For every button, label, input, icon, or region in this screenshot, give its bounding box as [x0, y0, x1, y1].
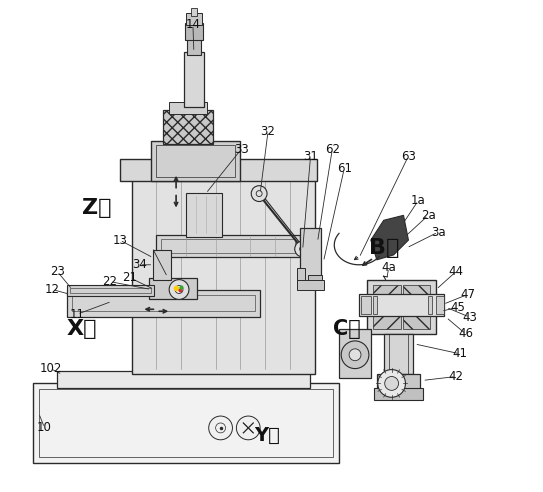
- Text: 61: 61: [337, 162, 352, 175]
- Bar: [156, 235, 300, 257]
- Bar: [72, 295, 255, 311]
- Bar: [161, 239, 295, 253]
- Bar: [300, 228, 321, 282]
- Bar: [339, 329, 371, 378]
- Bar: [428, 296, 432, 314]
- Text: C轴: C轴: [333, 319, 361, 339]
- Bar: [58, 370, 310, 388]
- Text: 22: 22: [102, 275, 117, 288]
- Bar: [296, 279, 324, 289]
- Bar: [153, 250, 171, 279]
- Circle shape: [236, 416, 260, 440]
- Text: 3a: 3a: [431, 226, 445, 239]
- Bar: [402, 284, 430, 329]
- Circle shape: [169, 279, 189, 300]
- Bar: [361, 296, 371, 314]
- Bar: [367, 279, 436, 334]
- Text: X轴: X轴: [67, 319, 97, 339]
- Text: 46: 46: [458, 328, 473, 340]
- Text: 4a: 4a: [381, 261, 396, 274]
- Text: 41: 41: [452, 347, 468, 360]
- Circle shape: [349, 349, 361, 361]
- Bar: [384, 334, 413, 373]
- Bar: [187, 37, 201, 55]
- Text: 21: 21: [122, 271, 137, 284]
- Bar: [377, 373, 420, 391]
- Bar: [373, 296, 377, 314]
- Circle shape: [384, 376, 399, 390]
- Bar: [156, 145, 236, 177]
- Text: 34: 34: [132, 258, 147, 271]
- Text: 23: 23: [50, 265, 65, 278]
- Text: 32: 32: [261, 125, 275, 138]
- Text: 45: 45: [451, 301, 465, 314]
- Bar: [296, 268, 305, 287]
- Text: 42: 42: [449, 370, 463, 383]
- Text: Z轴: Z轴: [82, 198, 112, 218]
- Bar: [169, 102, 207, 114]
- Text: 33: 33: [234, 143, 249, 155]
- Text: 14: 14: [185, 18, 200, 31]
- Circle shape: [175, 285, 183, 293]
- Text: 2a: 2a: [421, 209, 435, 222]
- Bar: [307, 275, 323, 284]
- Circle shape: [341, 341, 369, 369]
- Bar: [67, 284, 154, 296]
- Bar: [151, 141, 241, 181]
- Bar: [163, 110, 213, 144]
- Text: 10: 10: [37, 422, 52, 434]
- Text: B轴: B轴: [369, 238, 399, 258]
- Bar: [67, 289, 260, 317]
- Polygon shape: [371, 215, 408, 260]
- Bar: [185, 23, 203, 40]
- Text: 12: 12: [45, 283, 60, 296]
- Circle shape: [251, 185, 267, 202]
- Bar: [120, 159, 318, 181]
- Text: 62: 62: [325, 143, 340, 155]
- Text: 13: 13: [112, 234, 127, 246]
- Text: 43: 43: [462, 310, 477, 324]
- Text: Y轴: Y轴: [254, 427, 280, 445]
- Bar: [186, 192, 222, 237]
- Bar: [374, 388, 423, 400]
- Text: 47: 47: [460, 288, 475, 301]
- Bar: [149, 277, 197, 300]
- Bar: [39, 389, 333, 457]
- Bar: [70, 287, 151, 293]
- Bar: [373, 284, 401, 329]
- Bar: [359, 294, 444, 316]
- Bar: [33, 383, 339, 462]
- Text: 11: 11: [70, 308, 85, 321]
- Bar: [191, 8, 197, 16]
- Text: 1a: 1a: [411, 194, 426, 207]
- Bar: [184, 52, 204, 107]
- Text: 31: 31: [303, 150, 318, 162]
- Text: 102: 102: [39, 362, 62, 375]
- Text: 63: 63: [401, 150, 416, 162]
- Circle shape: [378, 369, 406, 397]
- Bar: [131, 176, 314, 373]
- Circle shape: [295, 241, 311, 257]
- Text: 44: 44: [449, 265, 463, 278]
- Bar: [436, 296, 444, 314]
- Circle shape: [209, 416, 232, 440]
- Bar: [186, 13, 202, 25]
